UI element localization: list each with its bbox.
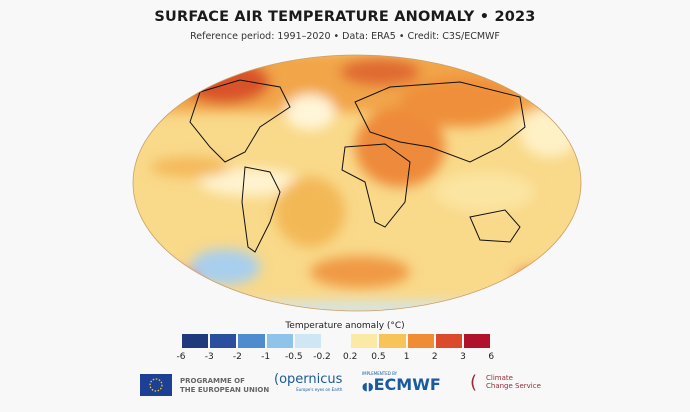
colorbar-tick-label: -3 xyxy=(204,352,214,362)
colorbar-swatch xyxy=(407,334,434,348)
eu-programme-text: PROGRAMME OF THE EUROPEAN UNION xyxy=(180,377,269,395)
colorbar-tick-label: 6 xyxy=(488,352,495,362)
map-subtitle: Reference period: 1991–2020 • Data: ERA5… xyxy=(190,31,500,42)
colorbar-swatch xyxy=(435,334,462,348)
coastlines xyxy=(189,79,526,253)
colorbar-swatch xyxy=(294,334,321,348)
colorbar-swatch xyxy=(182,334,209,348)
copernicus-c-icon: ( xyxy=(274,372,280,387)
eu-flag-logo xyxy=(140,374,172,396)
copernicus-logo: (opernicus Europe's eyes on Earth xyxy=(274,372,342,392)
colorbar-swatch xyxy=(266,334,293,348)
colorbar-tick-label: -6 xyxy=(176,352,186,362)
colorbar-tick-label: -0.2 xyxy=(313,352,331,362)
eu-line-1: PROGRAMME OF xyxy=(180,377,245,385)
colorbar-tick-label: -2 xyxy=(232,352,242,362)
copernicus-text: opernicus xyxy=(279,372,343,387)
colorbar-tick-label: -1 xyxy=(261,352,271,362)
world-anomaly-map xyxy=(132,54,582,312)
ecmwf-logo: IMPLEMENTED BY ◖◗ECMWF xyxy=(362,371,441,396)
colorbar-swatch xyxy=(210,334,237,348)
colorbar-title: Temperature anomaly (°C) xyxy=(285,321,405,331)
colorbar-swatch xyxy=(238,334,265,348)
copernicus-tagline: Europe's eyes on Earth xyxy=(296,387,343,392)
colorbar-tick-label: -0.5 xyxy=(285,352,303,362)
colorbar-swatch xyxy=(379,334,406,348)
ecmwf-text: ECMWF xyxy=(373,375,441,394)
c3s-logo: ( Climate Change Service xyxy=(470,372,541,393)
eu-line-2: THE EUROPEAN UNION xyxy=(180,386,270,394)
ecmwf-tagline: IMPLEMENTED BY xyxy=(362,371,398,376)
c3s-line-2: Change Service xyxy=(486,382,541,390)
map-title: SURFACE AIR TEMPERATURE ANOMALY • 2023 xyxy=(154,9,536,25)
colorbar-tick-label: 1 xyxy=(403,352,410,362)
map-border xyxy=(132,54,582,312)
ecmwf-symbol-icon: ◖◗ xyxy=(362,380,374,393)
c3s-line-1: Climate xyxy=(486,374,513,382)
colorbar-tick-label: 2 xyxy=(431,352,438,362)
colorbar-swatch xyxy=(351,334,378,348)
colorbar-swatch xyxy=(464,334,491,348)
colorbar-tick-label: 0.5 xyxy=(371,352,386,362)
colorbar-tick-label: 3 xyxy=(460,352,466,362)
colorbar-tick-label: 0.2 xyxy=(343,352,358,362)
thermometer-icon: ( xyxy=(470,372,478,393)
